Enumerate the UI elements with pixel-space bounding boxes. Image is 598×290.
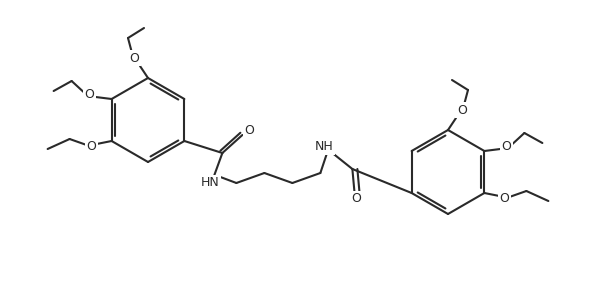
Text: O: O bbox=[502, 140, 511, 153]
Text: O: O bbox=[129, 52, 139, 64]
Text: NH: NH bbox=[315, 140, 334, 153]
Text: O: O bbox=[245, 124, 254, 137]
Text: HN: HN bbox=[201, 177, 219, 189]
Text: O: O bbox=[352, 193, 361, 206]
Text: O: O bbox=[85, 88, 94, 102]
Text: O: O bbox=[499, 193, 509, 206]
Text: O: O bbox=[457, 104, 467, 117]
Text: O: O bbox=[87, 140, 96, 153]
